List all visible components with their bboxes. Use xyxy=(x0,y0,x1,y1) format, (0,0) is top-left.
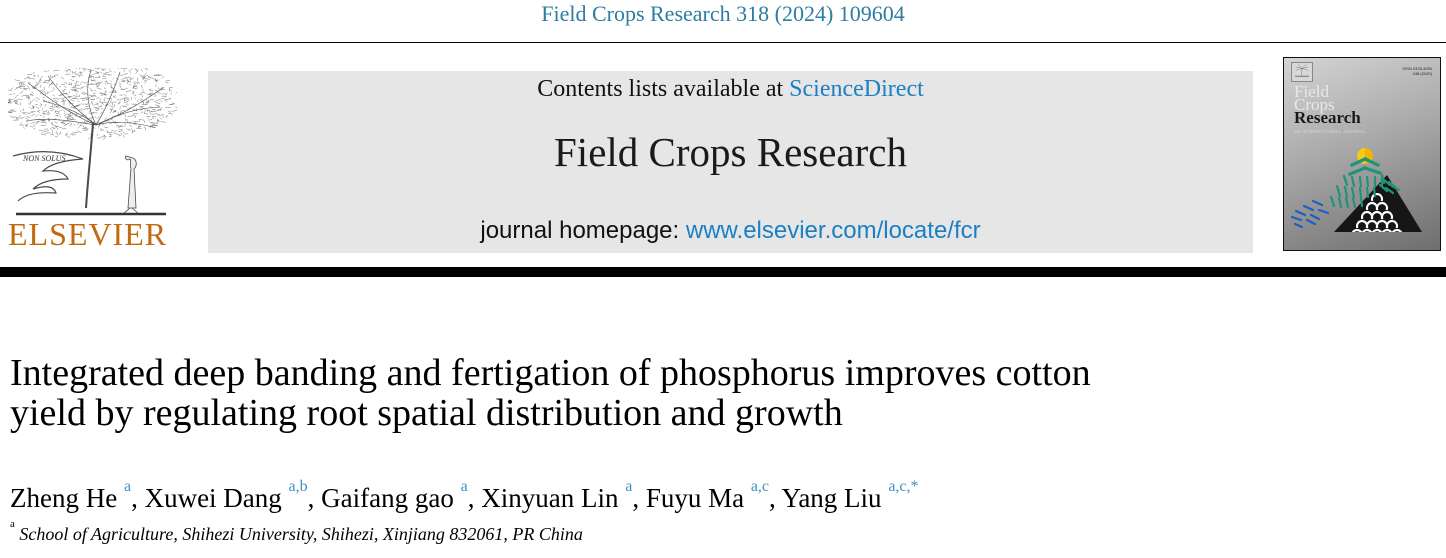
svg-text:NON SOLUS: NON SOLUS xyxy=(22,154,65,163)
